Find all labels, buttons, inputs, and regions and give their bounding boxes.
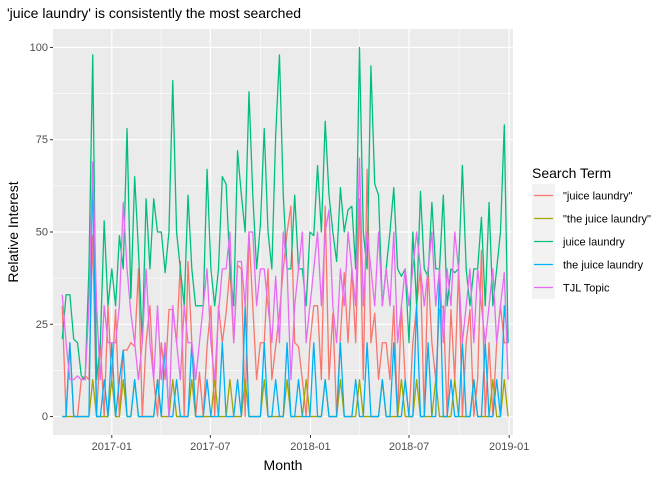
legend-label-3: the juice laundry xyxy=(563,260,644,272)
legend: Search Term "juice laundry" "the juice la… xyxy=(532,165,651,299)
legend-label-0: "juice laundry" xyxy=(563,191,633,203)
series-layer xyxy=(61,46,509,418)
legend-items: "juice laundry" "the juice laundry" juice … xyxy=(532,184,651,299)
x-axis-label: Month xyxy=(264,457,303,473)
series-line-3 xyxy=(62,164,509,418)
series-line-2 xyxy=(61,46,509,381)
y-axis-label: Relative Interest xyxy=(5,181,21,282)
series-line-4 xyxy=(61,157,509,418)
x-tick-label: 2018-01 xyxy=(290,441,330,453)
y-tick-label: 0 xyxy=(42,411,48,423)
axis-ticks xyxy=(50,46,510,438)
x-tick-label: 2018-07 xyxy=(389,441,429,453)
y-tick-label: 75 xyxy=(36,134,48,146)
y-tick-label: 25 xyxy=(36,319,48,331)
x-tick-label: 2017-01 xyxy=(92,441,132,453)
x-tick-label: 2019-01 xyxy=(489,441,529,453)
x-tick-label: 2017-07 xyxy=(190,441,230,453)
legend-title: Search Term xyxy=(532,165,611,181)
y-tick-labels: 0 25 50 75 100 xyxy=(30,42,48,423)
legend-label-2: juice laundry xyxy=(562,237,625,249)
legend-label-4: TJL Topic xyxy=(563,283,610,295)
y-tick-label: 100 xyxy=(30,42,48,54)
legend-label-1: "the juice laundry" xyxy=(563,214,651,226)
x-tick-labels: 2017-01 2017-07 2018-01 2018-07 2019-01 xyxy=(92,441,530,453)
chart-title: 'juice laundry' is consistently the most… xyxy=(7,5,301,21)
y-tick-label: 50 xyxy=(36,227,48,239)
